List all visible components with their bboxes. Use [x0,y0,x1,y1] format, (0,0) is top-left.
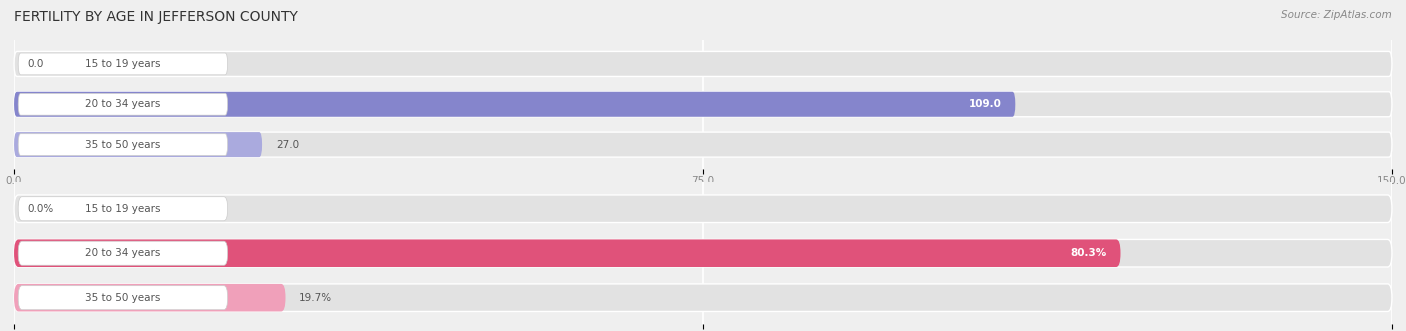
FancyBboxPatch shape [14,92,1392,117]
Text: 80.3%: 80.3% [1070,248,1107,258]
Text: Source: ZipAtlas.com: Source: ZipAtlas.com [1281,10,1392,20]
Text: FERTILITY BY AGE IN JEFFERSON COUNTY: FERTILITY BY AGE IN JEFFERSON COUNTY [14,10,298,24]
FancyBboxPatch shape [18,197,228,221]
FancyBboxPatch shape [14,284,285,311]
FancyBboxPatch shape [14,195,1392,222]
FancyBboxPatch shape [14,132,262,157]
FancyBboxPatch shape [18,241,228,265]
FancyBboxPatch shape [14,51,1392,76]
Text: 19.7%: 19.7% [299,293,332,303]
Text: 0.0: 0.0 [28,59,44,69]
Text: 15 to 19 years: 15 to 19 years [86,59,160,69]
FancyBboxPatch shape [14,239,1121,267]
FancyBboxPatch shape [14,132,1392,157]
Text: 27.0: 27.0 [276,140,299,150]
Text: 15 to 19 years: 15 to 19 years [86,204,160,214]
FancyBboxPatch shape [18,134,228,156]
FancyBboxPatch shape [18,53,228,75]
Text: 35 to 50 years: 35 to 50 years [86,140,160,150]
Text: 109.0: 109.0 [969,99,1001,109]
Text: 20 to 34 years: 20 to 34 years [86,248,160,258]
FancyBboxPatch shape [14,284,1392,311]
FancyBboxPatch shape [18,286,228,310]
FancyBboxPatch shape [14,92,1015,117]
Text: 0.0%: 0.0% [28,204,53,214]
FancyBboxPatch shape [14,239,1392,267]
Text: 20 to 34 years: 20 to 34 years [86,99,160,109]
Text: 35 to 50 years: 35 to 50 years [86,293,160,303]
FancyBboxPatch shape [18,93,228,115]
